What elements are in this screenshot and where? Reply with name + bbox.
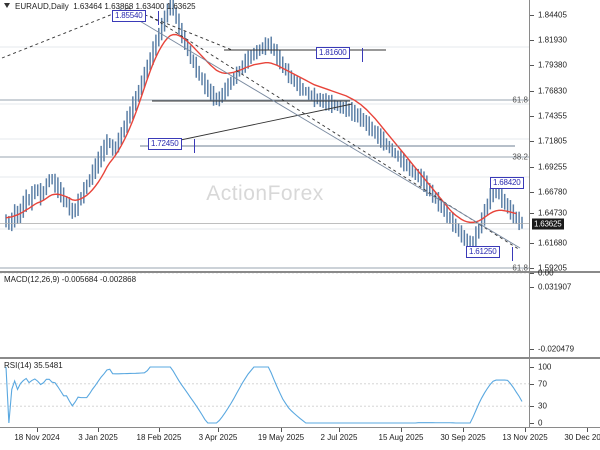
price-axis-label: 1.74355 — [538, 111, 567, 121]
date-tick — [281, 428, 282, 432]
price-tick — [530, 91, 534, 93]
date-tick — [98, 428, 99, 432]
macd-axis-label: 0.031907 — [538, 282, 572, 292]
price-tick — [530, 212, 534, 214]
rsi-plot-border — [529, 359, 530, 427]
date-axis-label: 30 Sep 2025 — [440, 433, 486, 442]
rsi-axis-label: 100 — [538, 362, 552, 372]
price-chart-svg — [0, 0, 530, 269]
rsi-axis-label: 0 — [538, 418, 543, 428]
price-tick — [530, 191, 534, 193]
date-tick — [587, 428, 588, 432]
price-tick — [530, 268, 534, 269]
price-annotation-box[interactable]: 1.68420 — [490, 177, 524, 189]
rsi-chart-svg — [0, 366, 530, 424]
macd-axis-label: 0.00 — [538, 268, 554, 278]
price-y-axis[interactable]: 1.84405 1.81930 1.79380 1.76830 1.74355 1.718… — [530, 0, 600, 273]
price-annotation-box[interactable]: 1.85540 — [112, 10, 146, 22]
macd-tick — [530, 287, 534, 288]
triangle-down-icon[interactable] — [4, 3, 10, 8]
price-axis-label: 1.64730 — [538, 208, 567, 218]
price-axis-label: 1.76830 — [538, 86, 567, 96]
price-panel[interactable]: ActionForex 1.85540 1.81600 1.72450 1.68420… — [0, 0, 600, 273]
macd-title: MACD(12,26,9) -0.005684 -0.002868 — [4, 275, 137, 284]
price-annotation-box[interactable]: 1.61250 — [466, 246, 500, 258]
date-tick — [463, 428, 464, 432]
macd-y-axis: 0.031907 0.00 -0.020479 — [530, 269, 600, 357]
macd-axis-label: -0.020479 — [538, 344, 575, 354]
price-tick — [530, 65, 534, 67]
price-axis-label: 1.66780 — [538, 187, 567, 197]
date-tick — [37, 428, 38, 432]
rsi-axis-label: 30 — [538, 401, 547, 411]
macd-plot-border — [529, 273, 530, 357]
date-axis-label: 3 Apr 2025 — [198, 433, 238, 442]
annotation-handle[interactable] — [194, 139, 195, 153]
rsi-tick — [530, 383, 534, 385]
date-tick — [159, 428, 160, 432]
date-tick — [401, 428, 402, 432]
price-axis-label: 1.79380 — [538, 60, 567, 70]
price-axis-label: 1.59205 — [538, 263, 567, 273]
rsi-plot-area[interactable] — [0, 359, 530, 427]
fibonacci-level-label: 38.2 — [512, 152, 528, 162]
macd-chart-svg — [0, 273, 530, 357]
date-tick — [218, 428, 219, 432]
macd-panel[interactable]: 0.031907 0.00 -0.020479 MACD(12,26,9) -0.0… — [0, 269, 600, 358]
price-annotation-box[interactable]: 1.72450 — [148, 138, 182, 150]
rsi-y-axis: 100 70 30 0 — [530, 359, 600, 428]
date-axis-label: 30 Dec 2025 — [564, 433, 600, 442]
price-tick — [530, 243, 534, 245]
date-axis-label: 13 Nov 2025 — [502, 433, 548, 442]
date-axis-label: 2 Jul 2025 — [320, 433, 358, 442]
fibonacci-level-label: 61.8 — [512, 95, 528, 105]
date-axis: 18 Nov 2024 3 Jan 2025 18 Feb 2025 3 Apr 20… — [0, 428, 600, 450]
symbol-label: EURAUD,Daily — [15, 2, 69, 11]
rsi-title: RSI(14) 35.5481 — [4, 361, 63, 370]
macd-tick — [530, 273, 534, 274]
price-tick — [530, 141, 534, 143]
price-axis-label: 1.84405 — [538, 10, 567, 20]
macd-plot-area[interactable] — [0, 273, 530, 357]
price-axis-label: 1.61680 — [538, 238, 567, 248]
annotation-handle[interactable] — [158, 11, 159, 25]
chart-header: EURAUD,Daily 1.63464 1.63868 1.63400 1.6… — [4, 2, 196, 11]
price-plot-area[interactable]: ActionForex 1.85540 1.81600 1.72450 1.68420… — [0, 0, 530, 271]
date-tick — [339, 428, 340, 432]
rsi-axis-label: 70 — [538, 379, 547, 389]
price-axis-label: 1.71805 — [538, 136, 567, 146]
date-axis-label: 18 Nov 2024 — [14, 433, 60, 442]
price-axis-label: 1.81930 — [538, 35, 567, 45]
price-tick — [530, 39, 534, 41]
date-axis-label: 19 May 2025 — [257, 433, 305, 442]
annotation-handle[interactable] — [512, 247, 513, 261]
price-axis-label: 1.69255 — [538, 162, 567, 172]
price-tick — [530, 14, 534, 16]
current-price-label: 1.63625 — [532, 218, 564, 230]
rsi-tick — [530, 367, 534, 368]
date-axis-label: 15 Aug 2025 — [378, 433, 424, 442]
price-annotation-box[interactable]: 1.81600 — [316, 47, 350, 59]
date-axis-label: 18 Feb 2025 — [136, 433, 182, 442]
macd-tick — [530, 349, 534, 350]
rsi-tick — [530, 423, 534, 424]
rsi-tick — [530, 406, 534, 408]
ohlc-values: 1.63464 1.63868 1.63400 1.63625 — [73, 2, 196, 11]
price-plot-border — [529, 0, 530, 271]
date-tick — [525, 428, 526, 432]
date-axis-label: 3 Jan 2025 — [78, 433, 118, 442]
price-tick — [530, 167, 534, 169]
rsi-panel[interactable]: 100 70 30 0 RSI(14) 35.5481 — [0, 358, 600, 428]
fibonacci-level-label: 61.8 — [512, 263, 528, 273]
price-tick — [530, 115, 534, 117]
annotation-handle[interactable] — [362, 48, 363, 62]
